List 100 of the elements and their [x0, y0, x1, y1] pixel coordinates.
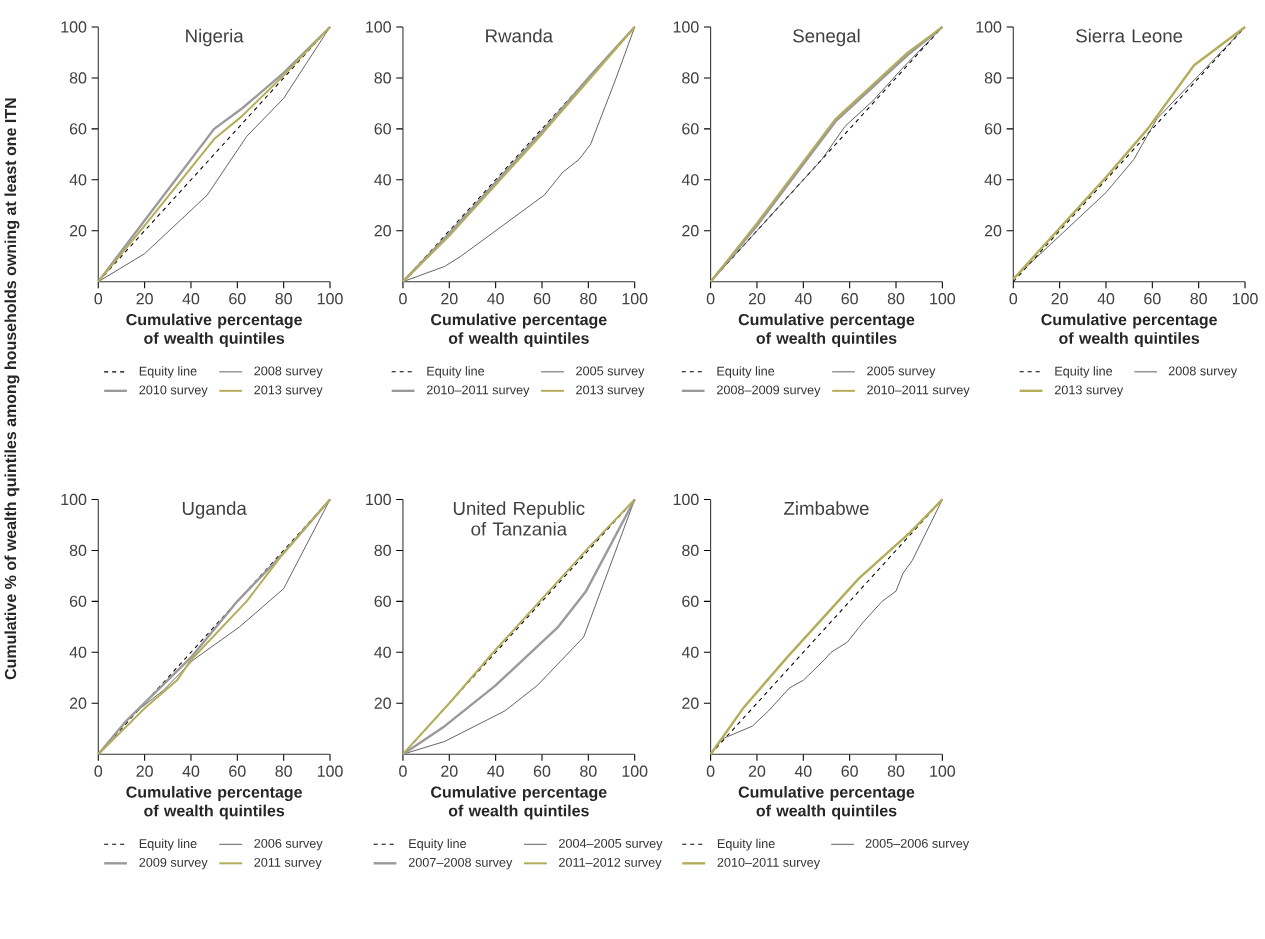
y-tick-label: 80 [374, 72, 391, 84]
legend-label: 2005–2006 survey [865, 838, 970, 851]
y-tick-label: 40 [69, 174, 87, 186]
x-tick-label: 40 [794, 293, 812, 305]
y-tick-label: 100 [976, 21, 1002, 33]
y-tick-label: 20 [69, 697, 87, 709]
y-tick-label: 80 [374, 544, 391, 557]
x-tick-label: 60 [1144, 293, 1161, 305]
x-tick-label: 0 [399, 293, 407, 305]
x-tick-label: 80 [887, 293, 905, 305]
legend-label: 2010–2011 survey [717, 857, 821, 870]
x-tick-label: 100 [317, 293, 343, 305]
legend-label: 2004–2005 survey [559, 838, 663, 851]
x-tick-label: 80 [580, 765, 597, 777]
x-tick-label: 0 [399, 765, 407, 777]
legend-label: Equity line [139, 838, 197, 851]
y-tick-label: 60 [374, 595, 391, 608]
y-tick-label: 80 [682, 544, 699, 557]
x-tick-label: 80 [1190, 293, 1207, 305]
legend-label: 2010–2011 survey [426, 385, 530, 397]
x-tick-label: 0 [706, 293, 715, 305]
legend-label: 2013 survey [576, 385, 645, 397]
chart-title: Senegal [793, 28, 860, 47]
x-tick-label: 40 [1097, 293, 1115, 305]
chart-title: Rwanda [486, 28, 554, 43]
y-tick-label: 60 [69, 123, 87, 135]
y-tick-label: 80 [984, 72, 1002, 84]
x-tick-label: 100 [622, 765, 648, 777]
y-tick-label: 40 [69, 646, 87, 658]
y-tick-label: 60 [374, 123, 391, 135]
x-tick-label: 0 [706, 765, 715, 777]
x-tick-label: 100 [930, 293, 956, 305]
y-tick-label: 40 [374, 174, 391, 186]
x-tick-label: 60 [533, 765, 551, 777]
y-axis-title: Cumulative % of wealth quintiles among households owning at least one ITN [4, 98, 20, 680]
x-tick-label: 20 [136, 765, 153, 777]
y-tick-label: 100 [61, 21, 87, 33]
legend-label: Equity line [427, 366, 485, 379]
x-tick-label: 40 [794, 765, 812, 777]
y-tick-label: 60 [984, 123, 1002, 135]
x-tick-label: 100 [622, 293, 648, 305]
x-axis-title: Cumulative percentage of wealth quintiles [738, 313, 915, 348]
x-tick-label: 60 [841, 765, 858, 777]
y-tick-label: 40 [681, 174, 699, 186]
x-tick-label: 20 [1051, 293, 1068, 305]
legend-label: 2011 survey [254, 857, 322, 870]
text: United Republic of Tanzania [453, 501, 585, 536]
legend-label: Equity line [717, 366, 775, 379]
x-tick-label: 60 [533, 293, 551, 305]
legend-label: Equity line [409, 838, 467, 851]
x-tick-label: 80 [275, 293, 292, 305]
y-tick-label: 20 [682, 225, 699, 237]
x-tick-label: 20 [136, 293, 153, 305]
legend-label: 2006 survey [254, 838, 323, 851]
legend-label: 2008–2009 survey [717, 385, 821, 397]
x-tick-label: 80 [887, 765, 905, 777]
y-tick-label: 80 [682, 72, 699, 84]
chart-title: Zimbabwe [784, 501, 869, 515]
x-tick-label: 0 [1009, 293, 1018, 305]
x-tick-label: 20 [748, 765, 766, 777]
y-tick-label: 20 [374, 225, 391, 237]
y-tick-label: 60 [682, 595, 699, 608]
chart-title: Uganda [182, 501, 247, 519]
x-axis-title: Cumulative percentage of wealth quintiles [126, 786, 302, 820]
legend-label: 2008 survey [254, 366, 323, 378]
x-tick-label: 40 [182, 293, 200, 305]
x-tick-label: 0 [94, 765, 103, 777]
legend-label: 2009 survey [139, 857, 208, 870]
x-tick-label: 100 [1232, 293, 1258, 305]
y-tick-label: 60 [69, 595, 87, 608]
legend-label: 2008 survey [1168, 366, 1238, 378]
y-tick-label: 100 [61, 493, 87, 506]
x-tick-label: 40 [487, 765, 504, 777]
legend-label: 2007–2008 survey [408, 857, 513, 870]
x-axis-title: Cumulative percentage of wealth quintiles [431, 313, 607, 348]
x-tick-label: 100 [930, 765, 956, 777]
x-tick-label: 20 [441, 765, 458, 777]
legend-label: 2013 survey [254, 385, 323, 397]
x-axis-title: Cumulative percentage of wealth quintiles [431, 786, 607, 820]
y-tick-label: 20 [69, 225, 87, 237]
x-axis-title: Cumulative percentage of wealth quintiles [1041, 313, 1217, 348]
x-tick-label: 60 [229, 293, 246, 305]
y-tick-label: 100 [366, 493, 391, 506]
y-tick-label: 100 [366, 21, 391, 33]
y-tick-label: 100 [673, 493, 699, 506]
legend-label: 2010–2011 survey [867, 385, 970, 397]
legend-label: Equity line [717, 838, 775, 851]
x-tick-label: 20 [748, 293, 766, 305]
legend-label: 2005 survey [576, 366, 645, 378]
y-tick-label: 40 [984, 174, 1002, 186]
x-tick-label: 20 [441, 293, 458, 305]
chart-title: Nigeria [186, 28, 244, 47]
legend-label: Equity line [1055, 366, 1113, 379]
x-tick-label: 40 [182, 765, 200, 777]
y-tick-label: 60 [682, 123, 699, 135]
legend-label: 2005 survey [867, 366, 936, 378]
x-axis-title: Cumulative percentage of wealth quintiles [126, 313, 302, 348]
legend-label: Equity line [139, 366, 197, 379]
y-tick-label: 20 [682, 697, 699, 709]
legend-label: 2010 survey [139, 385, 208, 397]
